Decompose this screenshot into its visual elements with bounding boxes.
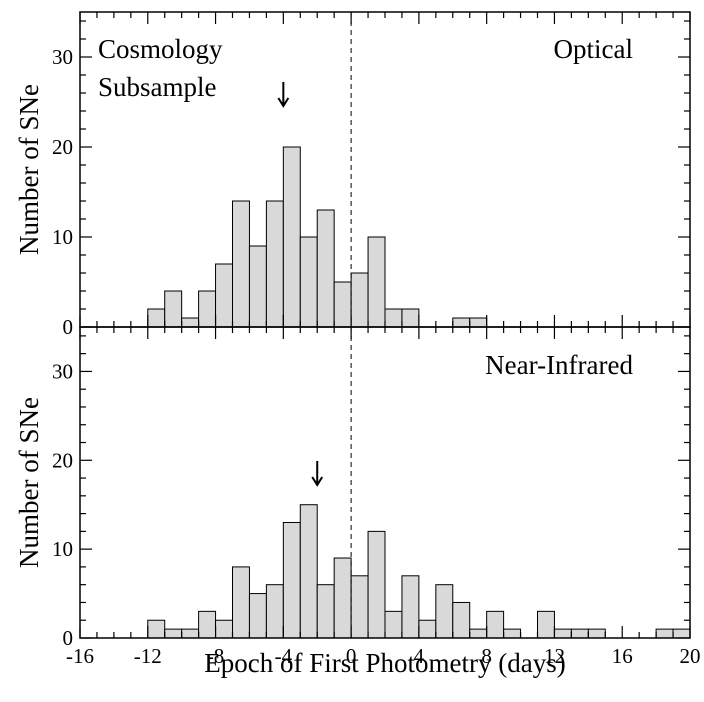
histogram-bar: [384, 308, 403, 328]
optical-label: Optical: [554, 34, 633, 64]
y-tick-label: 20: [52, 135, 73, 159]
median-arrow: [277, 82, 290, 108]
x-tick-label: 8: [481, 644, 492, 668]
histogram-bar: [537, 610, 555, 639]
histogram-bar: [469, 628, 488, 639]
histogram-bar: [401, 575, 420, 639]
histogram-bar: [316, 584, 335, 639]
histogram-bar: [553, 628, 572, 639]
y-tick-label: 10: [52, 537, 73, 561]
y-tick-label: 0: [63, 315, 74, 339]
x-tick-label: -12: [134, 644, 162, 668]
histogram-bar: [333, 557, 352, 639]
histogram-bar: [570, 628, 589, 639]
histogram-bar: [418, 619, 437, 639]
histogram-bar: [181, 628, 200, 639]
histogram-bar: [452, 601, 471, 639]
histogram-bar: [469, 317, 488, 328]
histogram-bar: [486, 610, 505, 639]
histogram-bar: [147, 308, 166, 328]
histogram-bar: [232, 566, 250, 639]
histogram-bar: [350, 575, 369, 639]
near-infrared-panel: 0 10 20 30 -16 -12 -8 -4 0 4 8 12 16 20 Number of SNe E…: [14, 326, 701, 678]
y-tick-label: 30: [52, 359, 73, 383]
histogram-bar: [384, 610, 403, 639]
near-infrared-label: Near-Infrared: [485, 350, 633, 380]
histogram-bar: [215, 263, 234, 328]
x-tick-label: -4: [275, 644, 293, 668]
subsample-label-line1: Cosmology: [98, 34, 223, 64]
histogram-bar: [672, 628, 691, 639]
histogram-bar: [350, 272, 369, 328]
histogram-bar: [198, 290, 217, 328]
histogram-bar: [248, 245, 267, 328]
histogram-bar: [248, 593, 267, 639]
histogram-bar: [367, 530, 386, 639]
histogram-bar: [367, 236, 386, 328]
histogram-bar: [181, 317, 200, 328]
histogram-bar: [265, 200, 284, 328]
subsample-label-line2: Subsample: [98, 72, 217, 102]
histogram-bar: [147, 619, 166, 639]
x-tick-label: -8: [207, 644, 225, 668]
x-tick-label: 4: [414, 644, 425, 668]
y-tick-label: 10: [52, 225, 73, 249]
optical-panel: 0 10 20 30 Number of SNe Cosmology Subsample Op…: [14, 11, 691, 339]
histogram-bar: [655, 628, 674, 639]
histogram-bar: [215, 619, 234, 639]
x-tick-label: 0: [346, 644, 357, 668]
histogram-bar: [282, 146, 301, 328]
y-axis-title: Number of SNe: [14, 397, 44, 568]
histogram-bar: [299, 236, 318, 328]
x-tick-label: 20: [680, 644, 701, 668]
histogram-bar: [164, 290, 183, 328]
y-tick-label: 0: [63, 626, 74, 650]
histogram-bar: [401, 308, 420, 328]
histogram-bar: [452, 317, 471, 328]
x-axis-title: Epoch of First Photometry (days): [204, 648, 565, 678]
histogram-bar: [316, 209, 335, 328]
y-tick-label: 30: [52, 45, 73, 69]
x-tick-label: 12: [544, 644, 565, 668]
histogram-bar: [265, 584, 284, 639]
histogram-bar: [435, 584, 454, 639]
histogram-bar: [503, 628, 522, 639]
histogram-bar: [299, 504, 318, 639]
x-tick-label: -16: [66, 644, 94, 668]
x-tick-label: 16: [612, 644, 633, 668]
histogram-bar: [282, 521, 301, 639]
y-tick-label: 20: [52, 448, 73, 472]
median-arrow: [311, 461, 324, 487]
histogram-bar: [198, 610, 217, 639]
histogram-bar: [587, 628, 606, 639]
y-axis-title: Number of SNe: [14, 84, 44, 255]
histogram-bar: [232, 200, 250, 328]
histogram-bar: [164, 628, 183, 639]
histogram-bar: [333, 281, 352, 328]
